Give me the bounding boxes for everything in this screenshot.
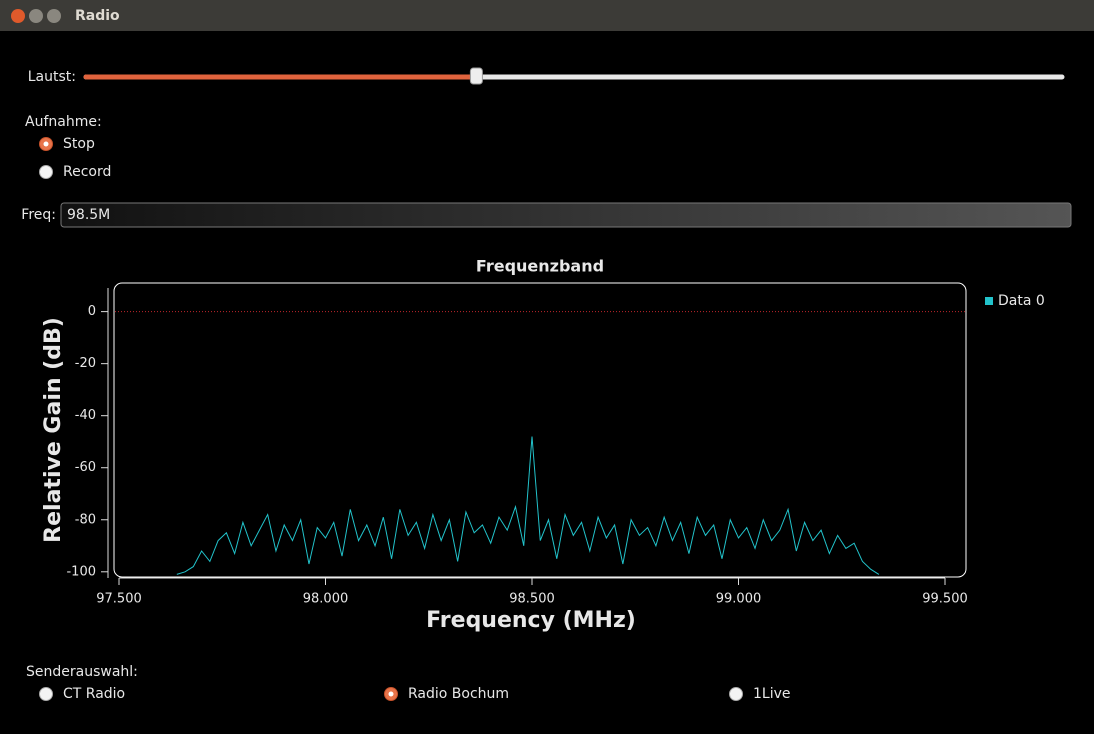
- close-button[interactable]: [11, 9, 25, 23]
- x-tick-label: 98.500: [509, 592, 555, 607]
- chart-title: Frequenzband: [476, 257, 604, 276]
- freq-label: Freq:: [21, 207, 56, 223]
- slider-handle[interactable]: [469, 67, 483, 85]
- y-tick-label: -60: [75, 460, 96, 475]
- freq-value[interactable]: 98.5M: [67, 207, 110, 223]
- x-tick-label: 99.000: [716, 592, 762, 607]
- y-tick-label: -80: [75, 512, 96, 527]
- x-tick-label: 97.500: [96, 592, 142, 607]
- spectrum-line: [176, 436, 880, 575]
- station-label: Senderauswahl:: [26, 664, 138, 680]
- window-title: Radio: [75, 8, 120, 24]
- y-tick-label: 0: [88, 304, 96, 319]
- radio-label[interactable]: Radio Bochum: [408, 686, 509, 702]
- radio-label[interactable]: CT Radio: [63, 686, 125, 702]
- volume-label: Lautst:: [28, 69, 76, 85]
- radio-label[interactable]: Stop: [63, 136, 95, 152]
- maximize-button[interactable]: [47, 9, 61, 23]
- radio-button[interactable]: [39, 165, 53, 179]
- y-tick-label: -20: [75, 356, 96, 371]
- radio-label[interactable]: Record: [63, 164, 111, 180]
- legend-label: Data 0: [998, 293, 1045, 309]
- x-tick-label: 98.000: [303, 592, 349, 607]
- radio-label[interactable]: 1Live: [753, 686, 791, 702]
- title-bar: [0, 0, 1094, 31]
- x-axis-label: Frequency (MHz): [426, 608, 636, 633]
- freq-input[interactable]: [60, 202, 1072, 228]
- recording-label: Aufnahme:: [25, 114, 102, 130]
- radio-button[interactable]: [39, 687, 53, 701]
- radio-button[interactable]: [729, 687, 743, 701]
- y-tick-label: -40: [75, 408, 96, 423]
- legend-swatch: [985, 297, 993, 305]
- y-axis-label: Relative Gain (dB): [41, 317, 66, 543]
- minimize-button[interactable]: [29, 9, 43, 23]
- y-tick-label: -100: [66, 564, 96, 579]
- radio-dot: [43, 141, 49, 147]
- radio-dot: [388, 691, 394, 697]
- x-tick-label: 99.500: [922, 592, 968, 607]
- plot-frame: [113, 282, 967, 578]
